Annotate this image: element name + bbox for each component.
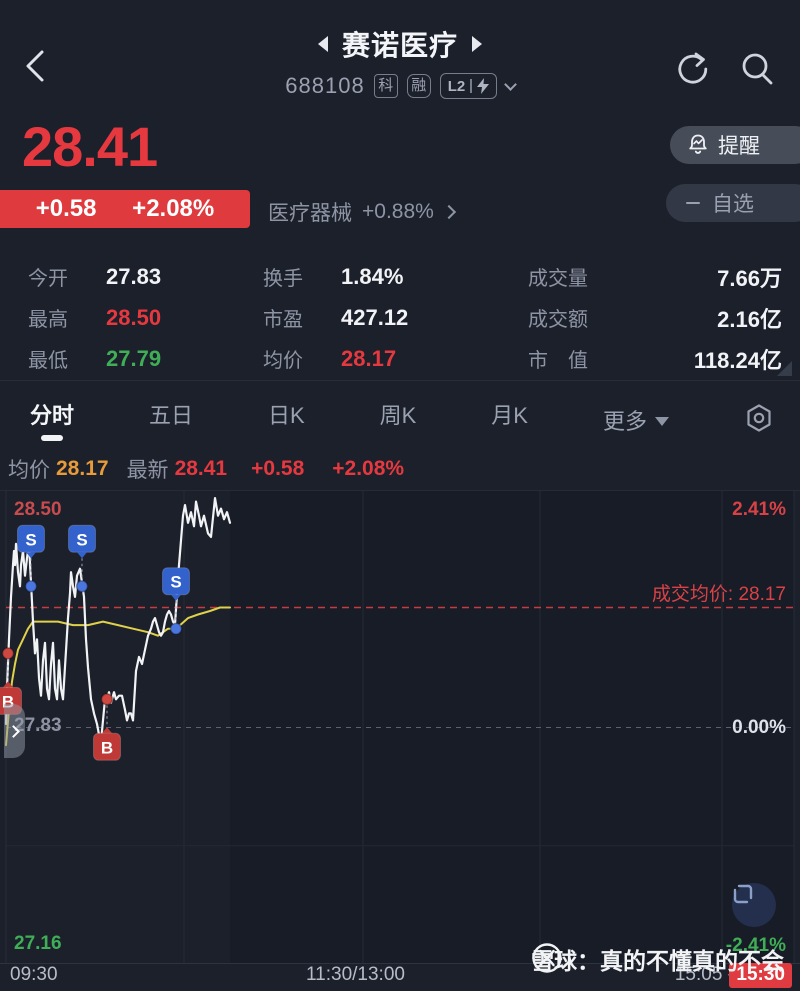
tab-monthly-k[interactable]: 月K — [491, 403, 528, 428]
y-axis-high: 28.50 — [14, 499, 62, 520]
stat-value: 7.66万 — [717, 265, 782, 291]
alert-label: 提醒 — [718, 135, 760, 158]
stats-grid: 今开 27.83 最高 28.50 最低 27.79 换手 1.84% 市盈 427.12… — [0, 240, 800, 380]
time-open: 09:30 — [10, 964, 58, 985]
stat-value: 27.83 — [106, 263, 162, 289]
price-change: +0.58 — [35, 195, 97, 222]
pct-axis-zero: 0.00% — [732, 717, 786, 738]
lightning-icon — [476, 78, 489, 94]
chart-change: +0.58 — [251, 457, 305, 480]
last-price-label: 最新 — [126, 459, 169, 482]
refresh-icon[interactable] — [672, 48, 714, 90]
tab-weekly-k[interactable]: 周K — [379, 403, 417, 428]
caret-down-icon — [654, 417, 669, 426]
tab-minute[interactable]: 分时 — [30, 388, 74, 441]
time-close: 15:05 - — [674, 964, 734, 985]
pct-axis-low: -2.41% — [725, 935, 786, 956]
avg-price-label: 均价 — [8, 459, 50, 482]
header-center: 赛诺医疗 688108 科 融 L2 — [0, 24, 800, 99]
y-axis-low: 27.16 — [14, 933, 62, 954]
watermark: 雪球：真的不懂真的不会 — [531, 942, 784, 976]
change-badge: +0.58 +2.08% — [0, 190, 250, 228]
chart-info-row: 均价 28.17 最新 28.41 +0.58 +2.08% — [0, 448, 800, 490]
stats-column-3: 成交量 7.66万 成交额 2.16亿 市 值 118.24亿 — [528, 256, 782, 380]
stats-column-2: 换手 1.84% 市盈 427.12 均价 28.17 — [263, 256, 528, 380]
divider — [470, 79, 472, 93]
chevron-down-icon[interactable] — [503, 77, 517, 91]
stat-value: 28.50 — [106, 304, 162, 330]
industry-link[interactable]: 医疗器械 +0.88% — [268, 197, 456, 227]
stat-value: 118.24亿 — [693, 347, 782, 373]
svg-text:S: S — [170, 573, 181, 592]
minus-icon — [686, 201, 700, 205]
stat-value: 1.84% — [341, 263, 404, 289]
pct-axis-high: 2.41% — [732, 499, 786, 520]
bell-icon — [689, 134, 707, 154]
stats-column-1: 今开 27.83 最高 28.50 最低 27.79 — [28, 256, 263, 380]
back-icon[interactable] — [18, 44, 58, 88]
search-icon[interactable] — [736, 48, 778, 90]
header: 赛诺医疗 688108 科 融 L2 — [0, 0, 800, 118]
stat-label: 今开 — [28, 268, 68, 290]
y-axis-prev-close: 27.83 — [14, 715, 62, 736]
page-title: 赛诺医疗 — [341, 30, 458, 61]
watchlist-button[interactable]: 自选 — [666, 184, 800, 222]
chart-settings-icon[interactable] — [744, 403, 774, 433]
time-after-hours-badge[interactable]: 15:30 — [729, 963, 792, 988]
watermark-text: 雪球：真的不懂真的不会 — [531, 948, 784, 974]
chevron-right-icon — [6, 724, 20, 738]
price-change-percent: +2.08% — [132, 195, 215, 222]
next-stock-icon[interactable] — [472, 36, 482, 52]
tab-more[interactable]: 更多 — [603, 394, 669, 436]
stat-label: 最低 — [28, 350, 68, 372]
svg-text:B: B — [101, 738, 113, 757]
time-midday: 11:30/13:00 — [306, 964, 405, 985]
stat-value: 2.16亿 — [717, 306, 782, 332]
svg-text:S: S — [76, 530, 87, 549]
stat-label: 市 值 — [528, 350, 588, 372]
industry-name: 医疗器械 — [268, 202, 352, 225]
stat-label: 均价 — [263, 350, 303, 372]
avg-price-value: 28.17 — [56, 457, 109, 480]
quote-section: 28.41 +0.58 +2.08% 医疗器械 +0.88% 提醒 自选 — [0, 115, 800, 240]
active-tab-underline — [41, 435, 63, 441]
current-price: 28.41 — [22, 115, 158, 178]
chart-change-percent: +2.08% — [332, 457, 405, 480]
time-axis: 09:30 11:30/13:00 15:05 - 15:30 — [0, 963, 800, 991]
alert-button[interactable]: 提醒 — [670, 126, 800, 164]
xueqiu-logo-icon — [532, 943, 562, 973]
expand-stats-corner[interactable] — [777, 361, 792, 376]
margin-badge: 融 — [406, 74, 431, 98]
last-price-value: 28.41 — [174, 457, 228, 480]
chevron-right-icon — [441, 204, 456, 220]
expand-icon — [733, 884, 753, 904]
stat-value: 28.17 — [341, 345, 397, 371]
industry-change: +0.88% — [362, 200, 434, 223]
level2-badge[interactable]: L2 — [439, 73, 497, 99]
stat-value: 27.79 — [106, 345, 162, 371]
watchlist-label: 自选 — [712, 193, 754, 216]
prev-stock-icon[interactable] — [317, 36, 328, 52]
stat-value: 427.12 — [341, 304, 409, 330]
stat-label: 最高 — [28, 309, 68, 331]
tab-5day[interactable]: 五日 — [148, 403, 193, 428]
svg-text:S: S — [25, 530, 36, 549]
tab-daily-k[interactable]: 日K — [267, 403, 305, 428]
avg-price-annotation: 成交均价: 28.17 — [651, 584, 786, 605]
star-market-badge: 科 — [373, 74, 398, 98]
stat-label: 换手 — [263, 268, 303, 290]
stock-code: 688108 — [285, 73, 365, 98]
stat-label: 成交额 — [528, 309, 588, 331]
chart-tabs: 分时 五日 日K 周K 月K 更多 — [0, 380, 800, 448]
fullscreen-button[interactable] — [732, 883, 776, 927]
stat-label: 成交量 — [528, 268, 588, 290]
stat-label: 市盈 — [263, 309, 303, 331]
orderbook-drawer-handle[interactable] — [4, 704, 25, 758]
